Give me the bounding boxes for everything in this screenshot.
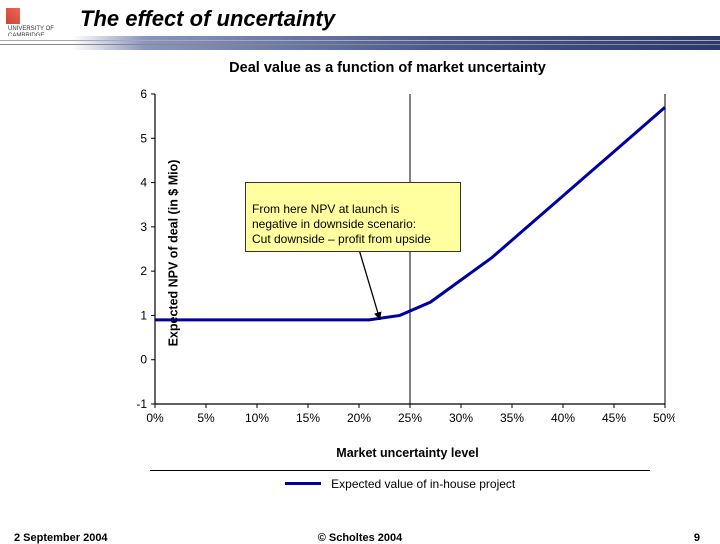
svg-text:50%: 50% [653,411,675,425]
svg-text:35%: 35% [500,411,524,425]
y-axis-label: Expected NPV of deal (in $ Mio) [166,160,180,347]
title-divider-bar [0,36,720,50]
svg-text:20%: 20% [347,411,371,425]
page-title: The effect of uncertainty [80,6,335,32]
svg-text:0%: 0% [146,411,164,425]
legend-label: Expected value of in-house project [331,477,515,491]
callout-text: From here NPV at launch is negative in d… [252,202,431,246]
svg-text:-1: -1 [136,397,147,411]
svg-text:10%: 10% [245,411,269,425]
svg-text:40%: 40% [551,411,575,425]
footer-page-number: 9 [694,532,700,544]
footer-copyright: © Scholtes 2004 [318,532,403,544]
callout-box: From here NPV at launch is negative in d… [245,182,461,252]
legend-swatch [285,482,321,485]
svg-text:2: 2 [140,264,147,278]
logo: UNIVERSITY OF CAMBRIDGE [6,8,64,36]
legend: Expected value of in-house project [150,470,650,493]
x-axis-label: Market uncertainty level [140,446,675,460]
footer-date: 2 September 2004 [14,532,108,544]
shield-icon [6,8,20,24]
svg-text:5%: 5% [197,411,215,425]
chart-svg: -1 0 1 2 3 4 5 6 0% 5% 10% 15% 20% 25% 30% 35% 40% 45% 50% [110,88,675,438]
svg-text:0: 0 [140,353,147,367]
svg-text:30%: 30% [449,411,473,425]
svg-text:6: 6 [140,88,147,101]
chart-title: Deal value as a function of market uncer… [100,60,675,76]
svg-text:15%: 15% [296,411,320,425]
svg-text:3: 3 [140,220,147,234]
svg-text:1: 1 [140,308,147,322]
plot-area: Expected NPV of deal (in $ Mio) -1 0 1 2 3 4 5… [110,88,675,418]
svg-text:25%: 25% [398,411,422,425]
svg-text:5: 5 [140,131,147,145]
chart: Deal value as a function of market uncer… [100,60,675,490]
svg-text:4: 4 [140,176,147,190]
svg-text:45%: 45% [602,411,626,425]
